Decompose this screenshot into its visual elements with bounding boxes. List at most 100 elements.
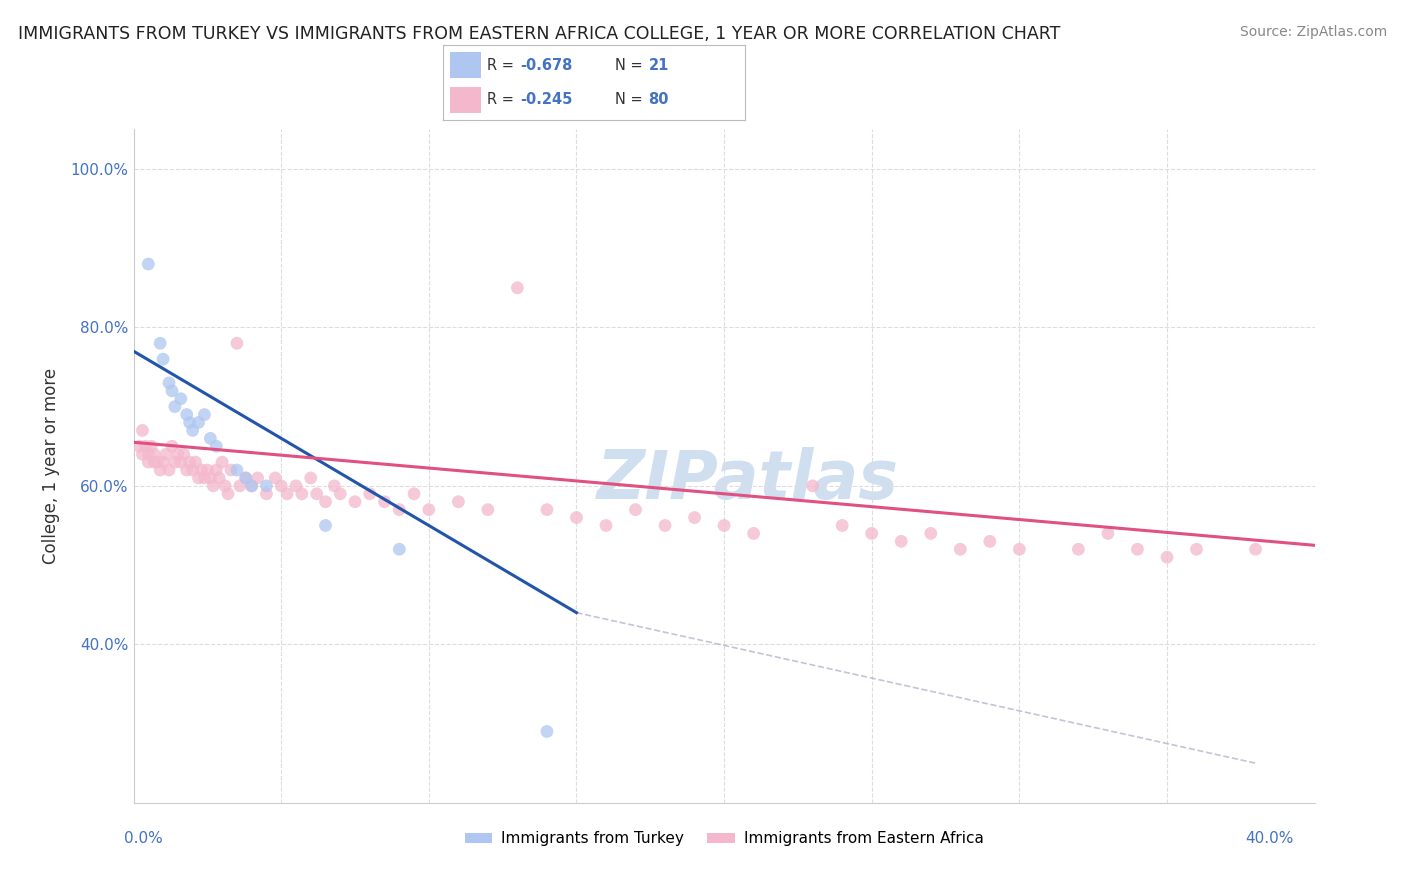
Point <box>624 502 647 516</box>
Point <box>270 479 292 493</box>
Point <box>388 542 411 557</box>
Point <box>190 463 212 477</box>
Point <box>155 447 177 461</box>
Bar <box>450 87 481 112</box>
Point <box>200 471 222 485</box>
Y-axis label: College, 1 year or more: College, 1 year or more <box>42 368 59 564</box>
Text: IMMIGRANTS FROM TURKEY VS IMMIGRANTS FROM EASTERN AFRICA COLLEGE, 1 YEAR OR MORE: IMMIGRANTS FROM TURKEY VS IMMIGRANTS FRO… <box>18 25 1060 43</box>
Point <box>654 518 676 533</box>
Point <box>284 479 308 493</box>
Point <box>979 534 1001 549</box>
Point <box>160 384 183 398</box>
Point <box>447 494 470 508</box>
Point <box>152 352 174 367</box>
Point <box>152 455 174 469</box>
Point <box>256 487 278 501</box>
Point <box>187 416 209 430</box>
Point <box>195 463 219 477</box>
Point <box>860 526 883 541</box>
Point <box>418 502 440 516</box>
Bar <box>450 52 481 78</box>
Point <box>536 724 558 739</box>
Point <box>315 518 337 533</box>
Point <box>801 479 824 493</box>
Point <box>157 463 180 477</box>
Point <box>1156 550 1178 565</box>
Point <box>170 455 193 469</box>
Point <box>742 526 765 541</box>
Point <box>211 455 233 469</box>
Point <box>713 518 735 533</box>
Text: N =: N = <box>616 93 647 107</box>
Point <box>343 494 366 508</box>
Text: -0.678: -0.678 <box>520 58 572 72</box>
Point <box>163 455 186 469</box>
Text: R =: R = <box>486 58 519 72</box>
Text: 80: 80 <box>648 93 669 107</box>
Point <box>246 471 269 485</box>
Point <box>214 479 236 493</box>
Point <box>506 281 529 295</box>
Point <box>595 518 617 533</box>
Point <box>240 479 263 493</box>
Point <box>920 526 942 541</box>
Point <box>141 439 163 453</box>
Point <box>138 447 160 461</box>
Point <box>138 455 160 469</box>
Point <box>149 463 172 477</box>
Point <box>202 479 225 493</box>
Point <box>181 463 204 477</box>
Point <box>536 502 558 516</box>
Point <box>1126 542 1149 557</box>
Legend: Immigrants from Turkey, Immigrants from Eastern Africa: Immigrants from Turkey, Immigrants from … <box>458 825 990 853</box>
Point <box>323 479 346 493</box>
Point <box>256 479 278 493</box>
Point <box>179 416 201 430</box>
Point <box>235 471 257 485</box>
Point <box>291 487 314 501</box>
Point <box>890 534 912 549</box>
Point <box>193 471 215 485</box>
Point <box>157 376 180 390</box>
Point <box>184 455 207 469</box>
Point <box>1067 542 1090 557</box>
Text: ZIPatlas: ZIPatlas <box>596 447 898 513</box>
Point <box>225 463 249 477</box>
Point <box>329 487 352 501</box>
Point <box>217 487 239 501</box>
Point <box>149 336 172 351</box>
Point <box>388 502 411 516</box>
Point <box>131 447 153 461</box>
Point <box>128 439 150 453</box>
Point <box>193 408 215 422</box>
Point <box>170 392 193 406</box>
Point <box>1097 526 1119 541</box>
Point <box>176 463 198 477</box>
Point <box>205 439 228 453</box>
Point <box>205 463 228 477</box>
Point <box>163 400 186 414</box>
Point <box>831 518 853 533</box>
Point <box>181 424 204 438</box>
Point <box>235 471 257 485</box>
Point <box>404 487 426 501</box>
Point <box>276 487 298 501</box>
Point <box>131 424 153 438</box>
Point <box>1008 542 1031 557</box>
Point <box>299 471 322 485</box>
Point <box>219 463 242 477</box>
Text: 21: 21 <box>648 58 669 72</box>
Point <box>477 502 499 516</box>
Point <box>565 510 588 524</box>
Point <box>176 408 198 422</box>
Text: Source: ZipAtlas.com: Source: ZipAtlas.com <box>1240 25 1388 39</box>
Point <box>225 336 249 351</box>
Point <box>200 431 222 445</box>
Point <box>143 447 166 461</box>
Point <box>949 542 972 557</box>
Point <box>187 471 209 485</box>
Point <box>240 479 263 493</box>
Point <box>138 257 160 271</box>
Point <box>359 487 381 501</box>
Point <box>143 455 166 469</box>
